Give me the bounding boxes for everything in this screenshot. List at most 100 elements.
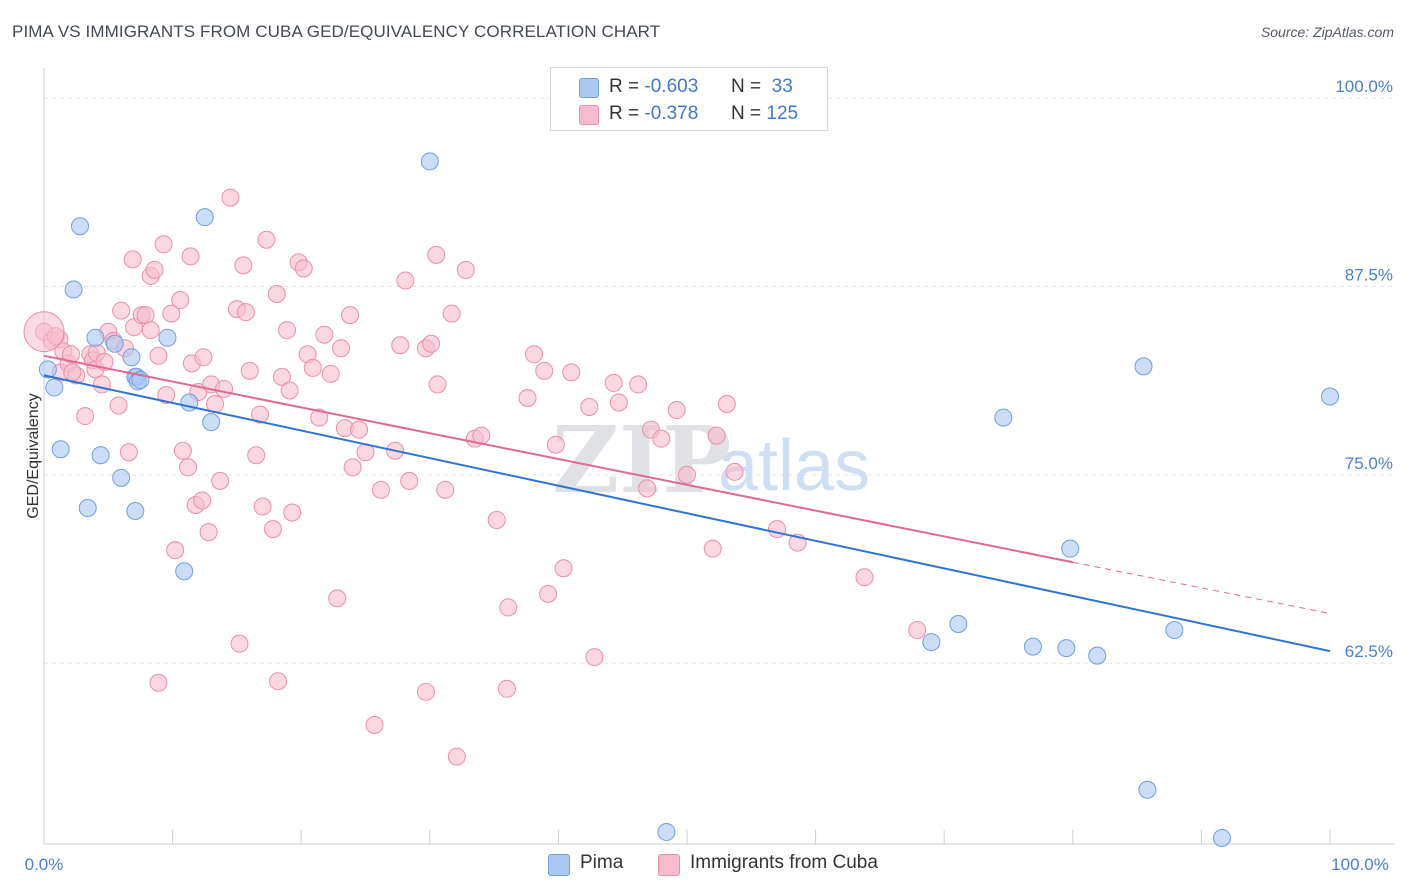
legend-r-label: R = xyxy=(609,103,640,124)
legend-r-label: R = xyxy=(609,76,640,97)
pima-point xyxy=(949,615,968,634)
cuba-point xyxy=(341,306,360,325)
cuba-point xyxy=(332,339,351,358)
cuba-point xyxy=(487,511,506,530)
cuba-point xyxy=(629,375,648,394)
pima-point xyxy=(122,348,141,367)
cuba-point xyxy=(554,559,573,578)
cuba-point xyxy=(436,480,455,499)
axes xyxy=(43,68,1394,845)
cuba-point xyxy=(524,345,543,364)
watermark-atlas: atlas xyxy=(718,426,870,506)
chart-title: PIMA VS IMMIGRANTS FROM CUBA GED/EQUIVAL… xyxy=(12,22,661,41)
cuba-point xyxy=(707,426,726,445)
cuba-point xyxy=(251,405,270,424)
cuba-point xyxy=(149,673,168,692)
cuba-point xyxy=(518,388,537,407)
trend-lines xyxy=(43,354,1331,653)
cuba-point xyxy=(442,304,461,323)
pima-point xyxy=(175,562,194,581)
pima-point xyxy=(420,152,439,171)
cuba-point xyxy=(294,259,313,278)
cuba-point xyxy=(257,230,276,249)
cuba-point xyxy=(768,520,787,539)
x-ticks xyxy=(172,830,1331,844)
cuba-point xyxy=(211,471,230,490)
cuba-point xyxy=(263,520,282,539)
y-axis-label: GED/Equivalency xyxy=(25,393,42,518)
cuba-point xyxy=(179,458,198,477)
pima-point xyxy=(1321,387,1339,406)
cuba-point xyxy=(76,407,95,426)
cuba-point xyxy=(303,358,322,377)
series-cuba-points xyxy=(23,188,927,766)
cuba-point xyxy=(422,334,441,353)
cuba-point xyxy=(119,443,138,462)
legend-r: R = -0.603 xyxy=(609,76,698,98)
pima-point xyxy=(202,413,221,432)
cuba-point xyxy=(497,679,516,698)
y-tick-label: 87.5% xyxy=(1345,265,1393,284)
pima-point xyxy=(994,408,1013,427)
legend-n-label: N = xyxy=(731,103,762,124)
legend-n-label: N = xyxy=(731,76,762,97)
legend-n: N = 33 xyxy=(731,76,793,98)
y-tick-label: 100.0% xyxy=(1335,77,1393,96)
cuba-point xyxy=(585,648,604,667)
cuba-point xyxy=(123,250,142,269)
cuba-point xyxy=(604,373,623,392)
pima-point xyxy=(64,280,83,299)
cuba-point xyxy=(703,539,722,558)
y-tick-labels: 100.0% 87.5% 75.0% 62.5% xyxy=(1335,77,1393,661)
cuba-point xyxy=(199,523,218,542)
cuba-point xyxy=(162,304,181,323)
cuba-point xyxy=(181,247,200,266)
cuba-point xyxy=(240,361,259,380)
x-tick-label-max: 100.0% xyxy=(1331,855,1389,874)
correlation-legend: R = -0.603 N = 33 R = -0.378 N = 125 xyxy=(550,67,828,131)
cuba-point xyxy=(725,462,744,481)
series-legend: Pima Immigrants from Cuba xyxy=(0,852,1406,880)
cuba-trend-line xyxy=(43,354,1073,564)
cuba-point xyxy=(112,301,131,320)
cuba-point xyxy=(371,480,390,499)
bottom-legend-swatch-cuba xyxy=(658,854,680,876)
y-tick-label: 75.0% xyxy=(1345,454,1393,473)
cuba-point xyxy=(193,491,212,510)
cuba-point xyxy=(62,345,81,364)
pima-point xyxy=(112,468,131,487)
watermark: ZIP atlas xyxy=(552,406,870,514)
gridlines xyxy=(44,97,1394,664)
cuba-point xyxy=(234,256,253,275)
legend-n: N = 125 xyxy=(731,103,798,125)
cuba-point-large xyxy=(23,311,65,353)
pima-point xyxy=(657,822,676,841)
cuba-point xyxy=(499,598,518,617)
series-pima-points xyxy=(38,152,1339,847)
pima-point xyxy=(45,378,64,397)
legend-row-pima: R = -0.603 N = 33 xyxy=(551,74,827,100)
cuba-point xyxy=(908,621,927,640)
pima-point xyxy=(78,498,97,517)
legend-r: R = -0.378 xyxy=(609,103,698,125)
cuba-point xyxy=(136,306,155,325)
cuba-point xyxy=(194,348,213,367)
cuba-point xyxy=(236,303,255,322)
cuba-point xyxy=(447,747,466,766)
cuba-point xyxy=(109,396,128,415)
cuba-point xyxy=(717,395,736,414)
cuba-point xyxy=(667,401,686,420)
cuba-point xyxy=(173,441,192,460)
cuba-point xyxy=(535,361,554,380)
cuba-point xyxy=(283,503,302,522)
legend-r-value: -0.378 xyxy=(644,103,699,124)
cuba-point xyxy=(350,420,369,439)
cuba-point xyxy=(154,235,173,254)
cuba-point xyxy=(230,634,249,653)
cuba-point xyxy=(396,271,415,290)
pima-point xyxy=(38,360,57,379)
y-tick-label: 62.5% xyxy=(1345,642,1393,661)
pima-point xyxy=(86,328,105,347)
cuba-point xyxy=(278,321,297,340)
